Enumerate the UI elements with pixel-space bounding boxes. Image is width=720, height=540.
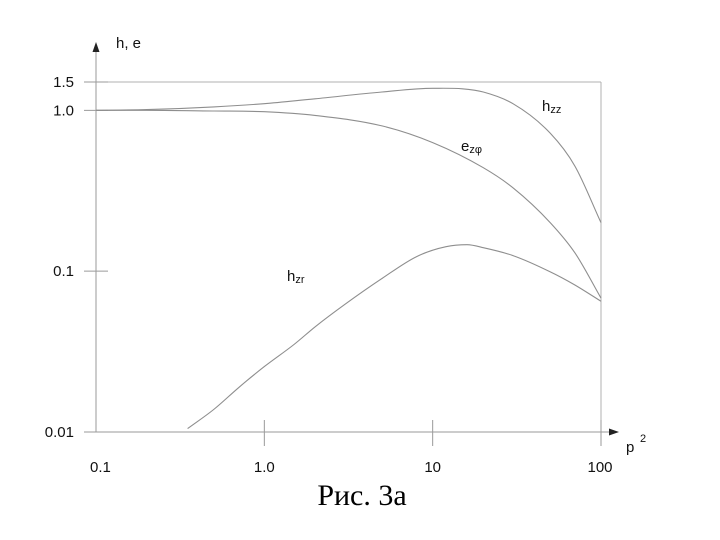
x-ticks: 0.1 1.0 10 100 [90, 420, 613, 476]
y-tick-label: 1.0 [53, 102, 74, 119]
y-tick-label: 1.5 [53, 74, 74, 91]
x-tick-label: 10 [424, 459, 441, 476]
curve-hzr [187, 244, 602, 430]
figure-caption: Рис. 3а [317, 479, 406, 512]
x-tick-label: 1.0 [254, 459, 275, 476]
plot-frame [96, 81, 602, 432]
curve-label-main: h [542, 98, 550, 115]
curve-label-sub: zz [550, 104, 561, 116]
x-axis-label: p [626, 439, 634, 456]
x-tick-label: 0.1 [90, 459, 111, 476]
axes [92, 42, 619, 436]
x-tick-label: 100 [587, 459, 612, 476]
curve-label-sub: zr [295, 274, 305, 286]
curve-label-hzz: hzz [542, 98, 561, 116]
curve-label-main: h [287, 268, 295, 285]
curve-hzz [95, 87, 602, 223]
curves [95, 87, 602, 430]
y-ticks: 0.01 0.1 1.0 1.5 [45, 74, 108, 441]
y-axis-arrow [92, 42, 100, 52]
y-axis-label: h, e [116, 35, 141, 52]
curve-label-sub: zφ [469, 144, 482, 156]
y-tick-label: 0.1 [53, 263, 74, 280]
x-axis-label-sup: 2 [640, 433, 646, 445]
y-tick-label: 0.01 [45, 424, 74, 441]
curve-label-hzr: hzr [287, 268, 305, 286]
x-axis-arrow [609, 428, 619, 436]
curve-label-ezφ: ezφ [461, 138, 482, 156]
x-axis-label-base: p [626, 439, 634, 456]
curve-label-main: e [461, 138, 469, 155]
curve-ezφ [96, 109, 602, 299]
